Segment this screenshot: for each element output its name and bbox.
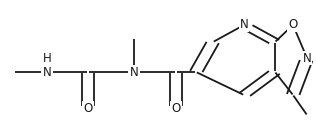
Text: N: N — [43, 66, 52, 79]
Text: O: O — [83, 102, 93, 115]
Text: N: N — [130, 66, 138, 79]
Text: N: N — [303, 51, 311, 64]
Text: H: H — [43, 51, 52, 64]
Text: O: O — [289, 18, 298, 31]
Text: N: N — [240, 18, 248, 31]
Text: O: O — [171, 102, 181, 115]
